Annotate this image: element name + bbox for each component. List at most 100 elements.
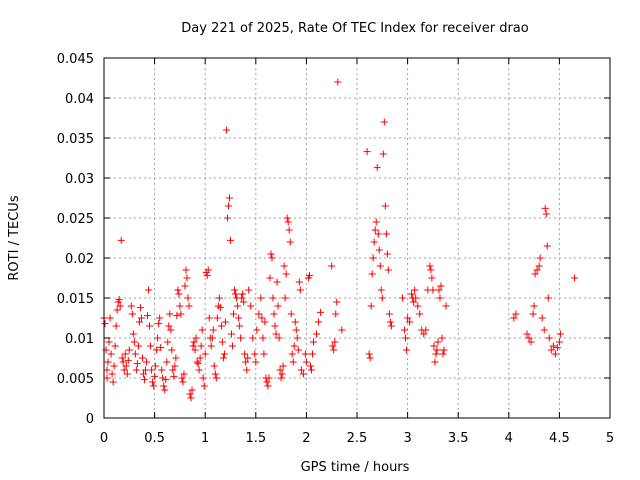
data-point [143, 358, 151, 366]
data-point [373, 164, 381, 172]
data-point [306, 362, 314, 370]
data-point [119, 358, 127, 366]
data-point [332, 310, 340, 318]
data-point [333, 298, 341, 306]
data-point [249, 334, 257, 342]
y-tick-label: 0 [86, 412, 94, 427]
data-point [157, 344, 165, 352]
data-point [435, 286, 443, 294]
y-tick-label: 0.015 [57, 292, 94, 307]
data-point [150, 382, 158, 390]
data-point [535, 262, 543, 270]
data-point [302, 358, 310, 366]
data-point [194, 360, 202, 368]
data-point [411, 286, 419, 294]
data-point [414, 302, 422, 310]
data-point [367, 302, 375, 310]
data-point [426, 262, 434, 270]
data-point [106, 314, 114, 322]
data-point [296, 286, 304, 294]
data-point [428, 274, 436, 282]
data-point [263, 378, 271, 386]
data-point [408, 290, 416, 298]
data-point [167, 326, 175, 334]
y-tick-labels: 0 0.005 0.01 0.015 0.02 0.025 0.03 0.035 0.04 0.0… [57, 52, 94, 427]
data-point [169, 366, 177, 374]
data-point [222, 126, 230, 134]
data-point [510, 314, 518, 322]
data-point [540, 326, 548, 334]
data-point [255, 310, 263, 318]
data-point [429, 286, 437, 294]
data-point [224, 202, 232, 210]
data-point [549, 342, 557, 350]
data-point [160, 382, 168, 390]
data-point [219, 354, 227, 362]
data-point [201, 350, 209, 358]
data-point [278, 370, 286, 378]
data-point [148, 366, 156, 374]
data-point [170, 372, 178, 380]
data-point [523, 330, 531, 338]
data-point [308, 350, 316, 358]
data-point [213, 314, 221, 322]
data-point [368, 270, 376, 278]
data-point [440, 346, 448, 354]
data-point [363, 148, 371, 156]
data-point [153, 346, 161, 354]
data-point [544, 294, 552, 302]
data-point [242, 358, 250, 366]
data-point [225, 194, 233, 202]
data-point [123, 370, 131, 378]
data-point [410, 298, 418, 306]
data-point [547, 346, 555, 354]
data-point [156, 314, 164, 322]
chart-title: Day 221 of 2025, Rate Of TEC Index for r… [181, 21, 528, 36]
data-point [197, 342, 205, 350]
data-point [571, 274, 579, 282]
data-point [530, 302, 538, 310]
data-point [290, 342, 298, 350]
data-point [198, 326, 206, 334]
data-point [173, 312, 181, 320]
data-point [191, 346, 199, 354]
data-point [307, 366, 315, 374]
data-point [529, 310, 537, 318]
data-point [205, 314, 213, 322]
data-point [401, 326, 409, 334]
data-point [183, 274, 191, 282]
data-point [541, 204, 549, 212]
data-point [161, 386, 169, 394]
data-point [158, 366, 166, 374]
data-point [313, 330, 321, 338]
data-point [165, 322, 173, 330]
data-point [551, 350, 559, 358]
x-tick-label: 2 [302, 431, 310, 446]
data-point [138, 354, 146, 362]
data-point [134, 342, 142, 350]
data-point [379, 150, 387, 158]
data-point [178, 374, 186, 382]
data-point [104, 358, 112, 366]
data-point [162, 376, 170, 384]
data-point [182, 266, 190, 274]
data-point [239, 290, 247, 298]
data-point [555, 338, 563, 346]
data-point [369, 254, 377, 262]
data-point [280, 262, 288, 270]
data-point [412, 294, 420, 302]
data-point [171, 362, 179, 370]
data-point [317, 308, 325, 316]
data-point [128, 310, 136, 318]
data-point [181, 282, 189, 290]
data-point [204, 266, 212, 274]
data-point [151, 372, 159, 380]
data-point [438, 334, 446, 342]
data-point [110, 362, 118, 370]
data-point [236, 322, 244, 330]
data-point [163, 358, 171, 366]
data-point [545, 334, 553, 342]
data-point [384, 266, 392, 274]
data-point [432, 350, 440, 358]
data-point [209, 326, 217, 334]
